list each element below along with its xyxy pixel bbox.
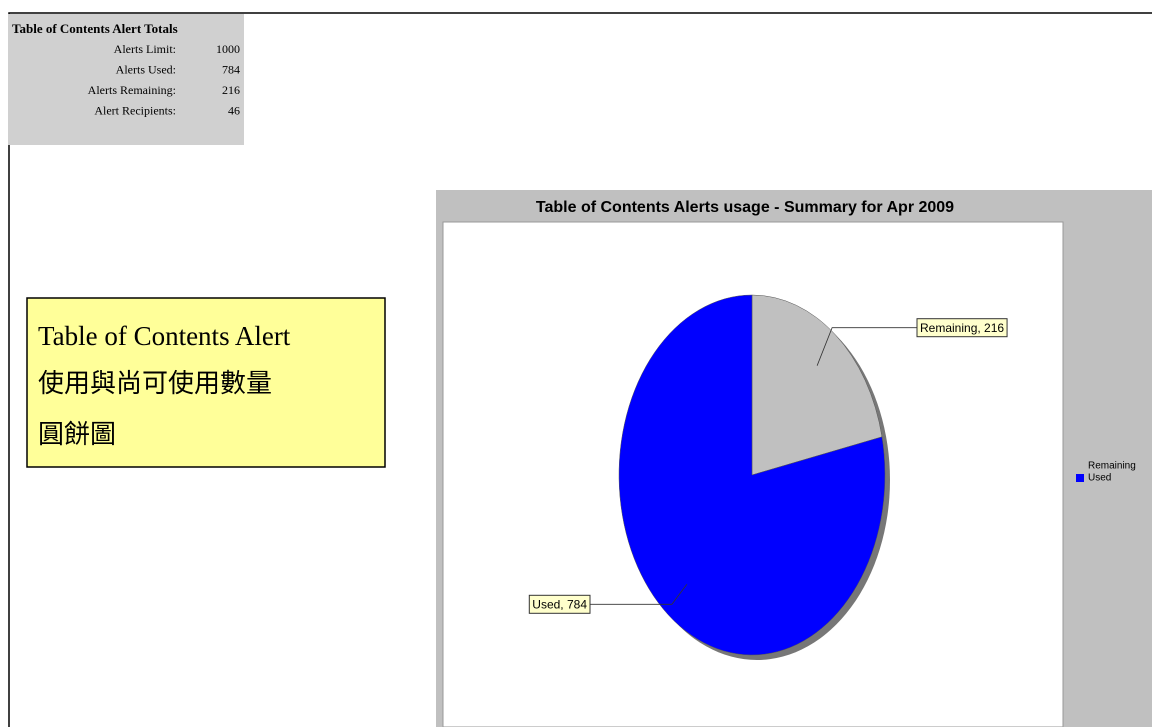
row-value: 46 [228, 103, 240, 117]
note-line: 圓餅圖 [38, 420, 116, 449]
note-box [26, 297, 386, 468]
frame [8, 12, 1152, 727]
totals-table [8, 14, 244, 145]
row-value: 784 [222, 62, 240, 76]
leader-line [590, 584, 688, 605]
pie-slice [751, 294, 883, 476]
table-title: Table of Contents Alert Totals [12, 21, 178, 36]
row-label: Alerts Limit: [114, 42, 176, 56]
legend-swatch [1076, 462, 1084, 470]
row-value: 1000 [216, 42, 240, 56]
data-label: Used, 784 [532, 597, 587, 611]
leader-line [816, 327, 917, 366]
note-line: 使用與尚可使用數量 [38, 369, 272, 398]
legend-swatch [1076, 474, 1084, 482]
chart-title: Table of Contents Alerts usage - Summary… [536, 199, 954, 216]
data-label-box [916, 318, 1008, 338]
legend-label: Used [1088, 473, 1111, 484]
row-label: Alert Recipients: [94, 103, 176, 117]
pie-slice [618, 294, 886, 656]
legend-label: Remaining [1088, 461, 1136, 472]
table-rows: Alerts Limit: 1000 Alerts Used: 784 Alerts R… [88, 42, 240, 118]
data-label-box [528, 594, 591, 614]
note-line: Table of Contents Alert [38, 321, 291, 351]
row-label: Alerts Remaining: [88, 83, 176, 97]
data-label: Remaining, 216 [920, 321, 1004, 335]
row-value: 216 [222, 83, 240, 97]
chart: Remaining, 216 Remaining Used, 784 Used [528, 294, 1136, 656]
row-label: Alerts Used: [116, 62, 176, 76]
